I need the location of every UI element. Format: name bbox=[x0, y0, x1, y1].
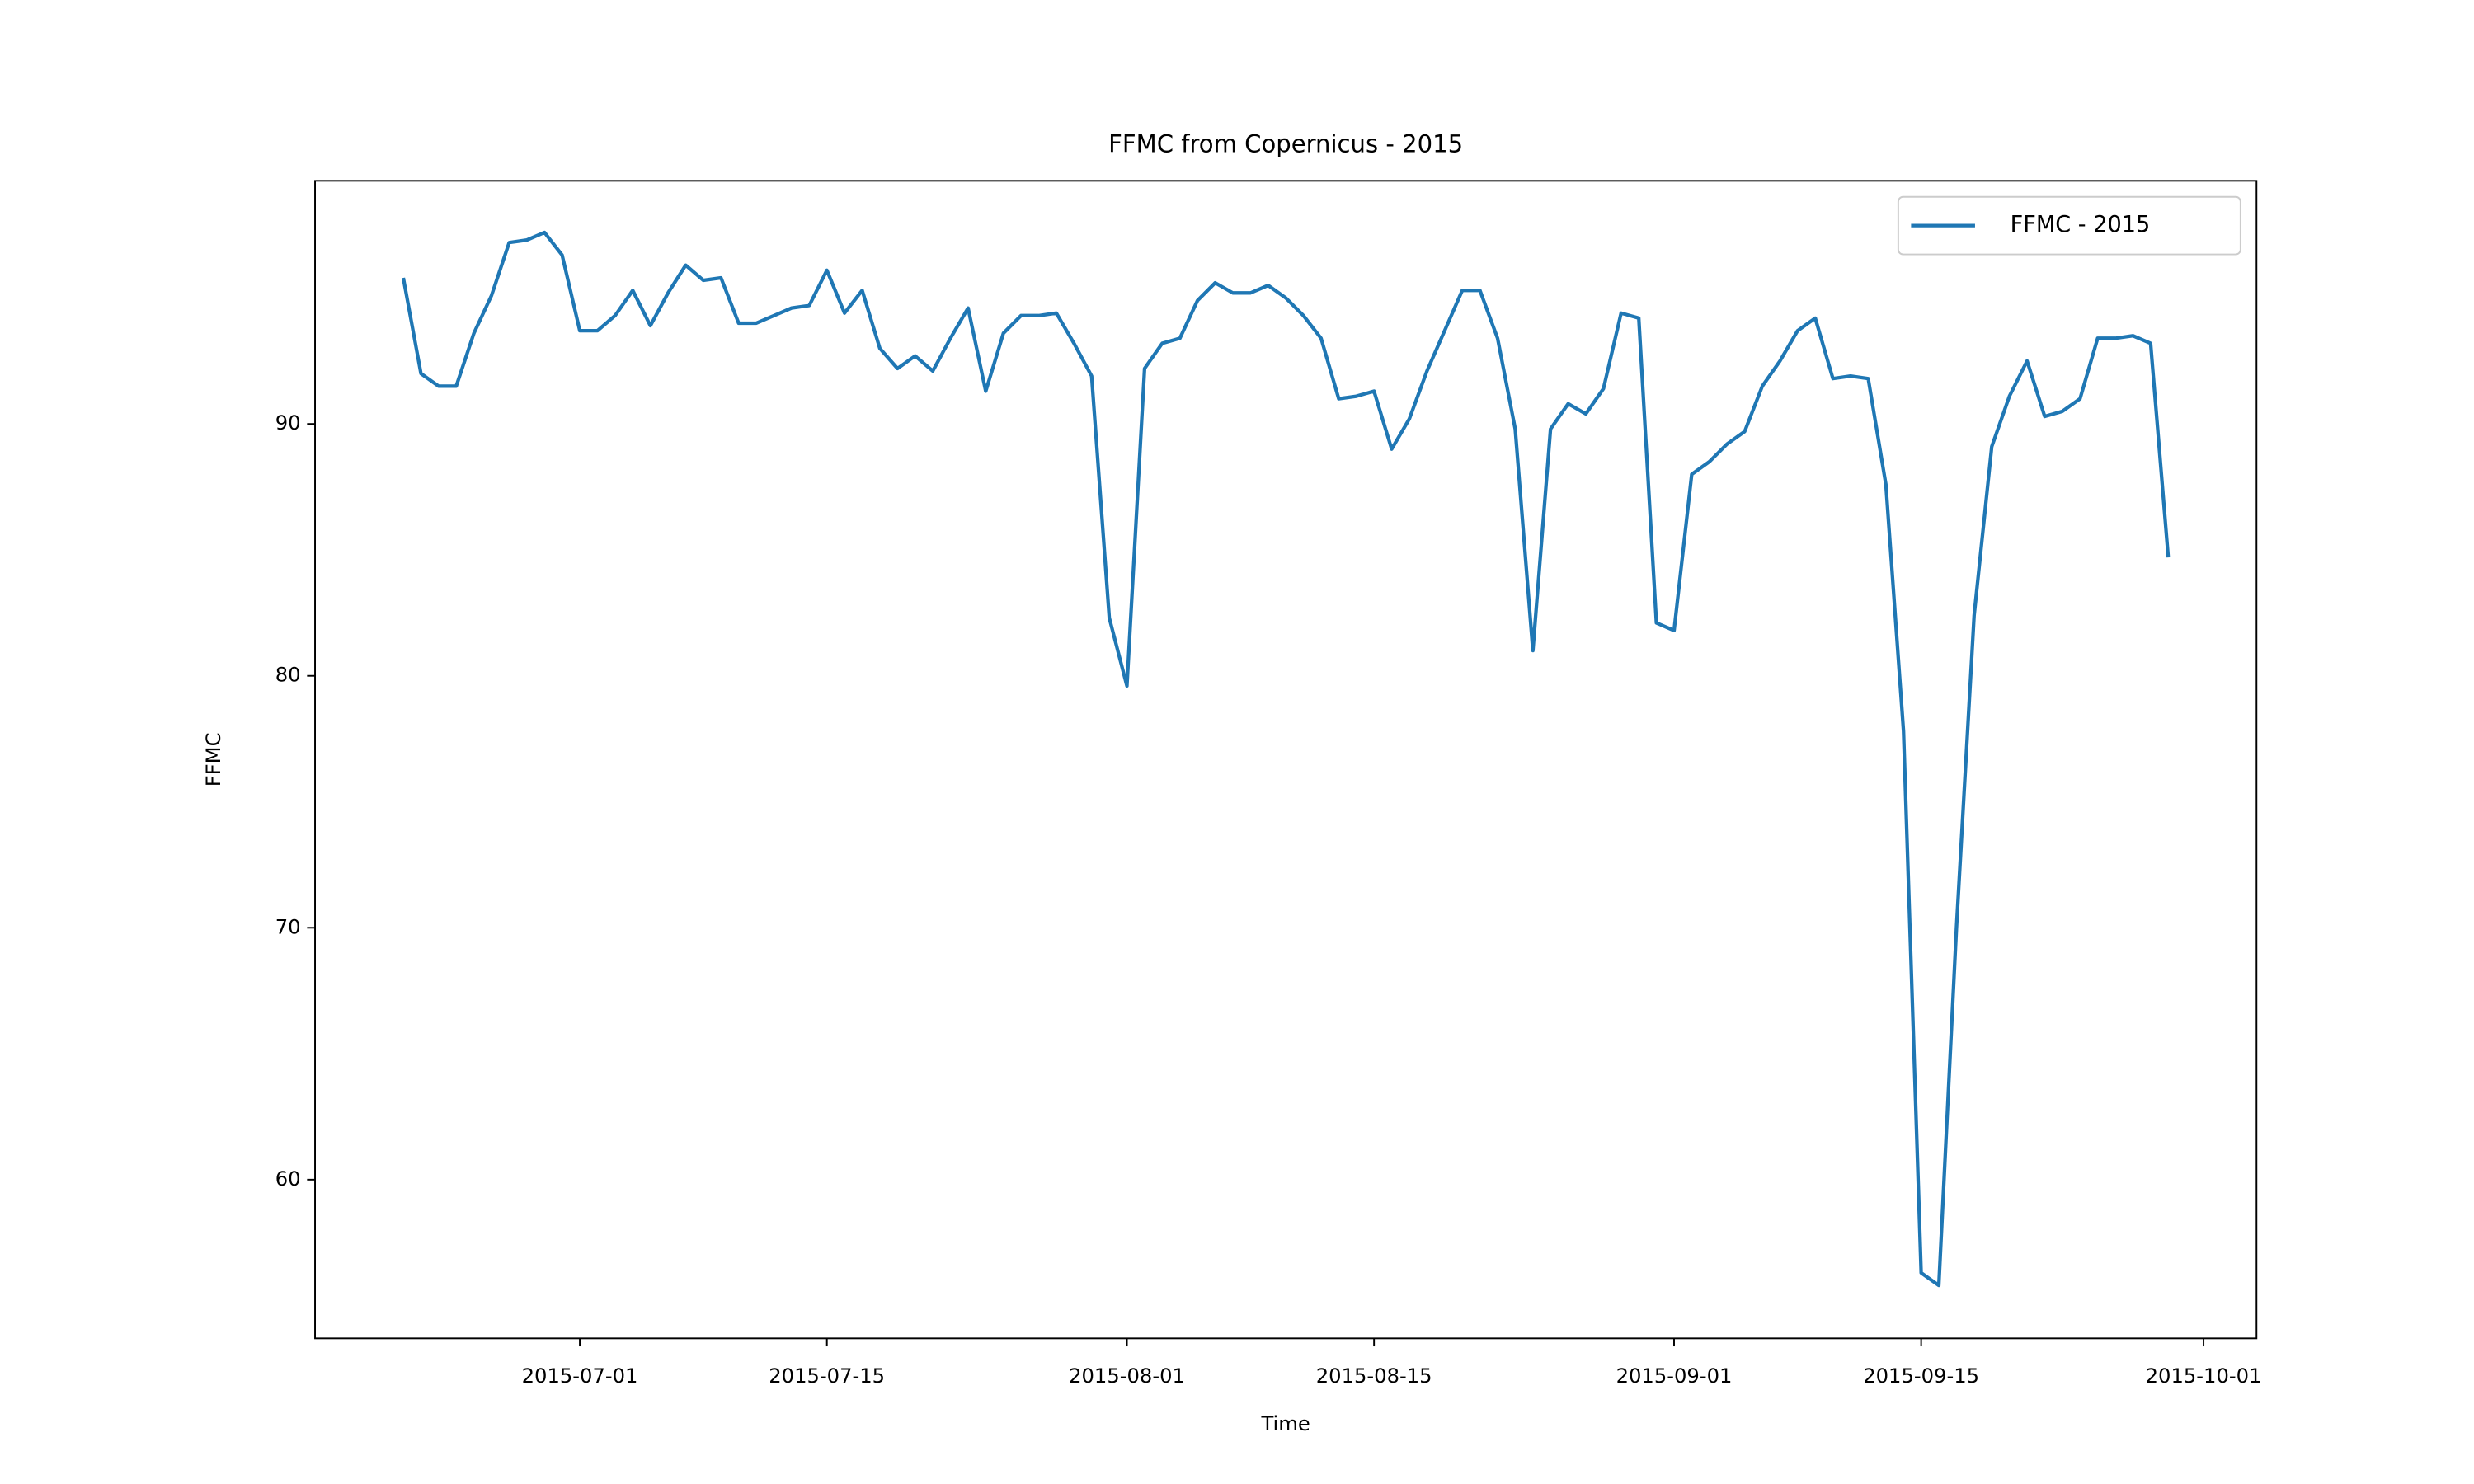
chart-title: FFMC from Copernicus - 2015 bbox=[1108, 130, 1463, 158]
data-line bbox=[401, 230, 2171, 1288]
legend: FFMC - 2015 bbox=[1897, 195, 2241, 256]
x-tick-label: 2015-08-01 bbox=[1069, 1364, 1185, 1388]
legend-label: FFMC - 2015 bbox=[2011, 212, 2151, 237]
y-tick-label: 70 bbox=[275, 914, 301, 938]
x-axis-label: Time bbox=[1260, 1411, 1310, 1435]
plot-frame bbox=[314, 180, 2258, 1340]
x-tick-label: 2015-09-15 bbox=[1863, 1364, 1979, 1388]
legend-box bbox=[1897, 195, 2241, 256]
y-tick-label: 90 bbox=[275, 411, 301, 434]
x-tick-label: 2015-07-15 bbox=[769, 1364, 885, 1388]
y-tick-label: 80 bbox=[275, 663, 301, 687]
x-tick-label: 2015-07-01 bbox=[522, 1364, 638, 1388]
y-axis-label: FFMC bbox=[201, 732, 225, 787]
x-tick-label: 2015-10-01 bbox=[2146, 1364, 2262, 1388]
y-tick-label: 60 bbox=[275, 1167, 301, 1190]
x-tick-label: 2015-08-15 bbox=[1316, 1364, 1432, 1388]
x-tick-label: 2015-09-01 bbox=[1616, 1364, 1733, 1388]
